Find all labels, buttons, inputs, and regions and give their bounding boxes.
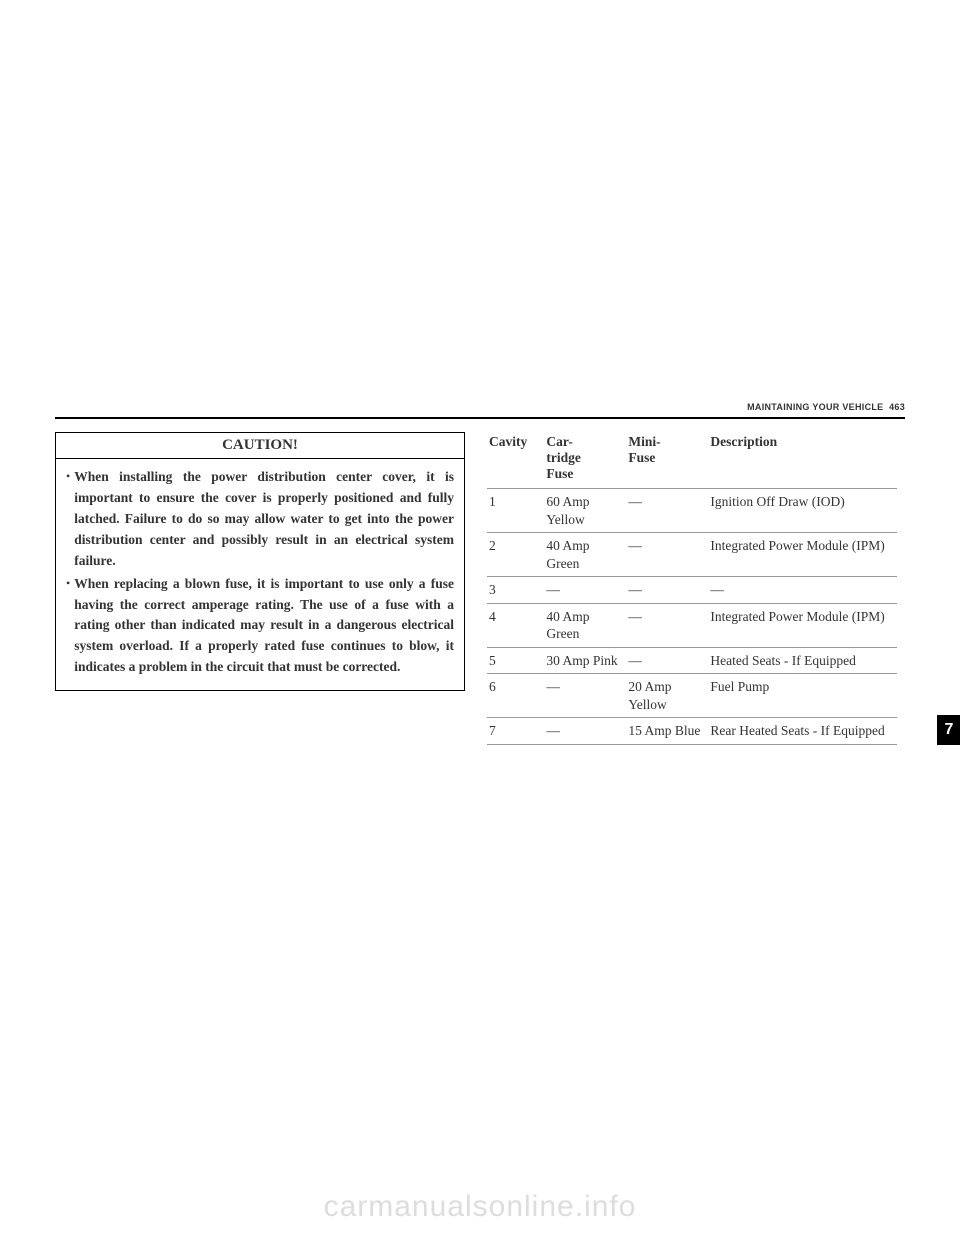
cell-mini: — [626,533,708,577]
cell-description: Ignition Off Draw (IOD) [708,489,897,533]
header-cavity: Cavity [487,432,544,489]
bullet-icon: • [66,467,70,572]
watermark: carmanualsonline.info [0,1190,960,1224]
table-row: 2 40 Amp Green — Integrated Power Module… [487,533,897,577]
page-header: MAINTAINING YOUR VEHICLE 463 [747,402,905,412]
caution-body: • When installing the power distribution… [56,459,464,690]
cell-mini: 20 Amp Yellow [626,674,708,718]
table-row: 4 40 Amp Green — Integrated Power Module… [487,603,897,647]
caution-box: CAUTION! • When installing the power dis… [55,432,465,691]
cell-mini: — [626,489,708,533]
caution-item: • When installing the power distribution… [66,467,454,572]
fuse-table: Cavity Car-tridgeFuse Mini-Fuse Descript… [487,432,897,745]
header-divider [55,417,905,419]
cell-cartridge: — [544,718,626,745]
cell-mini: — [626,577,708,604]
header-cartridge: Car-tridgeFuse [544,432,626,489]
page-tab: 7 [937,715,960,745]
left-column: CAUTION! • When installing the power dis… [55,432,465,745]
cell-cavity: 6 [487,674,544,718]
cell-cartridge: 30 Amp Pink [544,647,626,674]
cell-cartridge: — [544,577,626,604]
cell-description: — [708,577,897,604]
caution-text: When replacing a blown fuse, it is impor… [74,574,454,679]
cell-cavity: 2 [487,533,544,577]
cell-cavity: 5 [487,647,544,674]
table-row: 6 — 20 Amp Yellow Fuel Pump [487,674,897,718]
table-header-row: Cavity Car-tridgeFuse Mini-Fuse Descript… [487,432,897,489]
cell-description: Heated Seats - If Equipped [708,647,897,674]
cell-mini: — [626,647,708,674]
cell-description: Integrated Power Module (IPM) [708,603,897,647]
caution-item: • When replacing a blown fuse, it is imp… [66,574,454,679]
cell-cartridge: — [544,674,626,718]
table-row: 1 60 Amp Yellow — Ignition Off Draw (IOD… [487,489,897,533]
cell-cavity: 4 [487,603,544,647]
cell-mini: — [626,603,708,647]
section-title: MAINTAINING YOUR VEHICLE [747,402,883,412]
table-row: 3 — — — [487,577,897,604]
header-mini: Mini-Fuse [626,432,708,489]
page-number: 463 [889,402,905,412]
right-column: Cavity Car-tridgeFuse Mini-Fuse Descript… [487,432,897,745]
table-row: 5 30 Amp Pink — Heated Seats - If Equipp… [487,647,897,674]
caution-text: When installing the power distribution c… [74,467,454,572]
cell-description: Fuel Pump [708,674,897,718]
cell-mini: 15 Amp Blue [626,718,708,745]
cell-cavity: 7 [487,718,544,745]
caution-title: CAUTION! [56,433,464,459]
cell-cartridge: 40 Amp Green [544,533,626,577]
table-row: 7 — 15 Amp Blue Rear Heated Seats - If E… [487,718,897,745]
cell-cartridge: 40 Amp Green [544,603,626,647]
cell-cartridge: 60 Amp Yellow [544,489,626,533]
cell-description: Rear Heated Seats - If Equipped [708,718,897,745]
bullet-icon: • [66,574,70,679]
header-description: Description [708,432,897,489]
cell-cavity: 1 [487,489,544,533]
cell-cavity: 3 [487,577,544,604]
cell-description: Integrated Power Module (IPM) [708,533,897,577]
